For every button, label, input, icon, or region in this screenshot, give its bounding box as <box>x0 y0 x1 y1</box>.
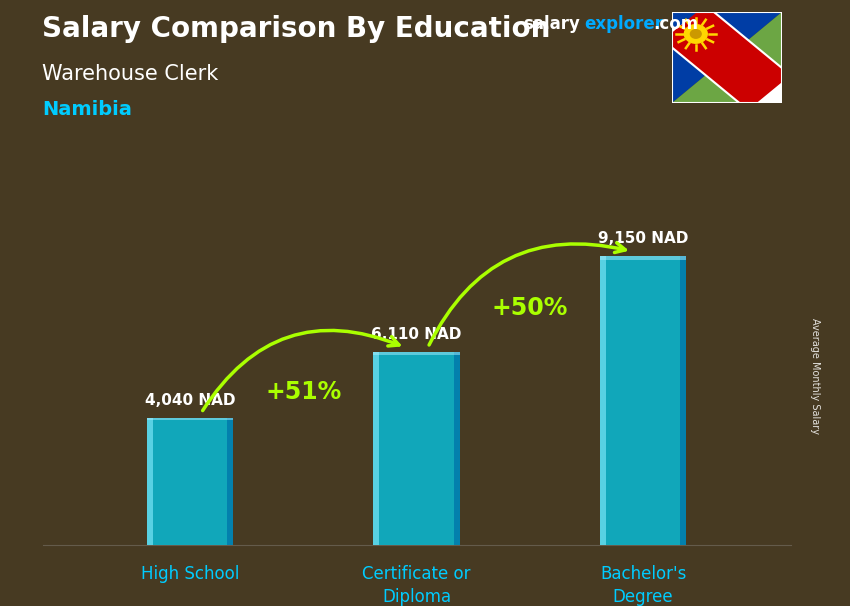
Bar <box>600 256 686 261</box>
Text: +51%: +51% <box>265 379 342 404</box>
Text: Warehouse Clerk: Warehouse Clerk <box>42 64 218 84</box>
Bar <box>227 418 233 545</box>
Polygon shape <box>672 12 782 103</box>
Bar <box>373 352 379 545</box>
Text: 4,040 NAD: 4,040 NAD <box>144 393 235 408</box>
Bar <box>600 256 686 545</box>
Bar <box>147 418 233 545</box>
Bar <box>373 352 460 545</box>
Bar <box>147 418 233 419</box>
Bar <box>600 256 606 545</box>
Text: salary: salary <box>523 15 580 33</box>
Bar <box>680 256 686 545</box>
Text: Average Monthly Salary: Average Monthly Salary <box>810 318 820 434</box>
Text: +50%: +50% <box>491 296 568 319</box>
Polygon shape <box>672 12 782 103</box>
Text: explorer: explorer <box>584 15 663 33</box>
Circle shape <box>683 24 708 44</box>
Circle shape <box>689 29 702 39</box>
Polygon shape <box>672 12 782 103</box>
Polygon shape <box>672 12 782 103</box>
Text: .com: .com <box>654 15 699 33</box>
Polygon shape <box>672 12 713 38</box>
Text: Salary Comparison By Education: Salary Comparison By Education <box>42 15 551 43</box>
Text: 9,150 NAD: 9,150 NAD <box>598 231 688 246</box>
Text: 6,110 NAD: 6,110 NAD <box>371 327 462 342</box>
Polygon shape <box>740 78 782 103</box>
Bar <box>454 352 460 545</box>
Bar <box>373 352 460 355</box>
Bar <box>147 418 153 545</box>
Text: Namibia: Namibia <box>42 100 133 119</box>
